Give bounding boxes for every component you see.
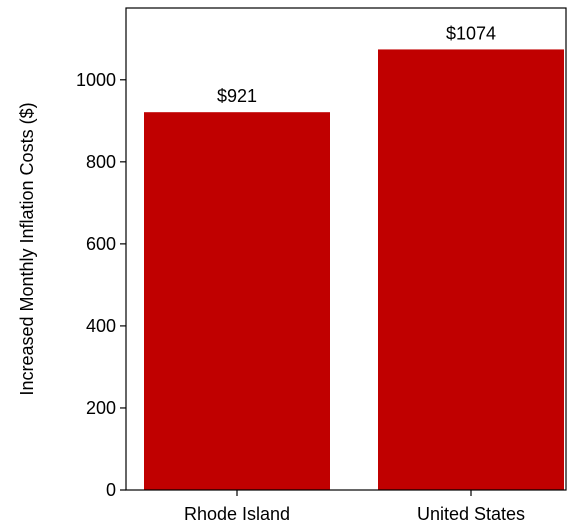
data-label-united-states: $1074: [446, 23, 496, 43]
bar-united-states: [378, 49, 564, 490]
y-tick-label: 400: [86, 316, 116, 336]
y-tick-label: 800: [86, 152, 116, 172]
y-tick-label: 0: [106, 480, 116, 500]
x-tick-label: United States: [417, 504, 525, 524]
x-tick-label: Rhode Island: [184, 504, 290, 524]
data-label-rhode-island: $921: [217, 86, 257, 106]
bar-rhode-island: [144, 112, 330, 491]
data-labels-group: $921 $1074: [217, 23, 496, 106]
y-axis-label: Increased Monthly Inflation Costs ($): [17, 102, 37, 395]
y-tick-label: 600: [86, 234, 116, 254]
x-axis: Rhode Island United States: [184, 490, 525, 524]
bars-group: [144, 49, 564, 491]
y-tick-label: 200: [86, 398, 116, 418]
y-axis: 0 200 400 600 800 1000: [76, 70, 126, 500]
y-tick-label: 1000: [76, 70, 116, 90]
plot-frame: [125, 7, 567, 491]
